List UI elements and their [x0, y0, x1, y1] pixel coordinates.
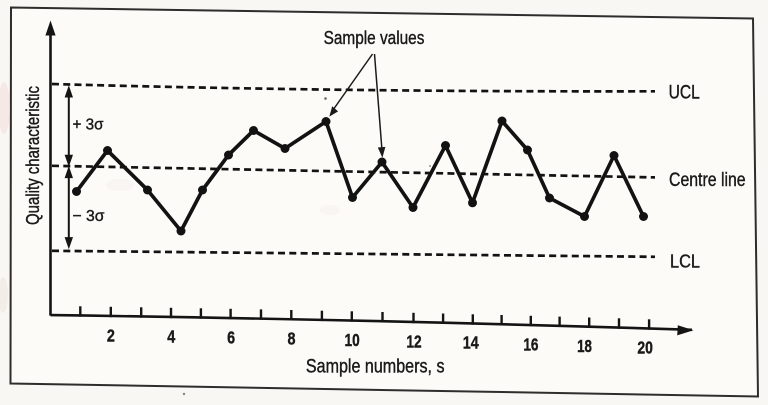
- svg-text:6: 6: [227, 329, 235, 348]
- svg-text:LCL: LCL: [670, 251, 700, 272]
- svg-text:20: 20: [637, 339, 653, 358]
- svg-text:Sample values: Sample values: [324, 27, 425, 48]
- svg-text:18: 18: [577, 337, 592, 356]
- svg-text:8: 8: [288, 330, 296, 349]
- svg-text:UCL: UCL: [669, 82, 700, 103]
- svg-text:4: 4: [167, 328, 175, 347]
- svg-text:Sample numbers, s: Sample numbers, s: [306, 356, 445, 377]
- svg-text:− 3σ: − 3σ: [73, 208, 105, 225]
- svg-text:16: 16: [523, 336, 538, 355]
- svg-text:10: 10: [345, 331, 360, 350]
- svg-text:Centre line: Centre line: [669, 170, 746, 191]
- svg-text:+ 3σ: + 3σ: [73, 116, 104, 133]
- svg-text:12: 12: [406, 333, 421, 352]
- svg-text:2: 2: [107, 327, 115, 346]
- svg-text:14: 14: [463, 334, 479, 353]
- svg-text:Quality characteristic: Quality characteristic: [23, 86, 43, 225]
